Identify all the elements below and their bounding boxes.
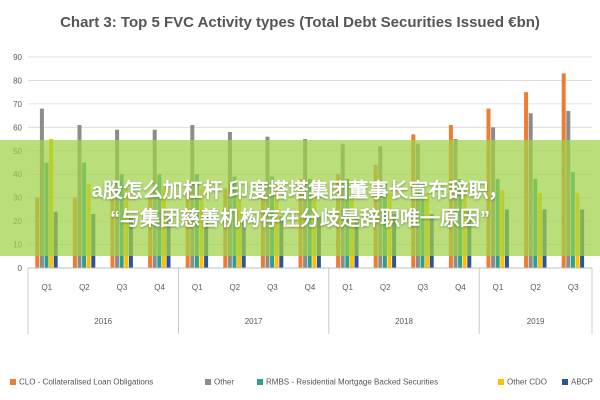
legend-item: CLO - Collateralised Loan Obligations — [10, 377, 153, 386]
y-tick-label: 0 — [18, 264, 23, 273]
legend-label: ABCP — [571, 377, 593, 387]
legend-swatch — [205, 378, 211, 385]
x-tick-label: Q3 — [117, 283, 128, 292]
x-tick-label: Q2 — [380, 283, 391, 292]
legend-label: Other — [214, 377, 235, 387]
legend-swatch — [10, 378, 16, 385]
y-tick-label: 60 — [13, 123, 22, 132]
x-tick-label: Q3 — [417, 283, 428, 292]
x-tick-label: Q2 — [79, 283, 90, 292]
legend-item: RMBS - Residential Mortgage Backed Secur… — [257, 377, 438, 386]
y-tick-label: 80 — [13, 76, 22, 85]
headline-banner: a股怎么加杠杆 印度塔塔集团董事长宣布辞职， “与集团慈善机构存在分歧是辞职唯一… — [0, 140, 600, 256]
legend-label: Other CDO — [507, 377, 548, 387]
x-tick-label: Q2 — [229, 283, 240, 292]
x-tick-label: Q4 — [305, 283, 316, 292]
legend-item: Other — [205, 377, 234, 386]
y-tick-label: 90 — [13, 53, 22, 62]
year-label: 2017 — [245, 317, 263, 326]
chart-legend: CLO - Collateralised Loan Obligations Oth… — [10, 374, 600, 392]
y-tick-label: 70 — [13, 100, 22, 109]
chart-title: Chart 3: Top 5 FVC Activity types (Total… — [60, 14, 540, 31]
x-tick-label: Q1 — [342, 283, 353, 292]
x-tick-label: Q1 — [41, 283, 52, 292]
legend-item: ABCP — [562, 377, 593, 386]
x-tick-label: Q2 — [530, 283, 541, 292]
legend-label: RMBS - Residential Mortgage Backed Secur… — [266, 377, 439, 387]
x-tick-label: Q4 — [154, 283, 165, 292]
x-tick-label: Q1 — [192, 283, 203, 292]
x-tick-label: Q3 — [568, 283, 579, 292]
headline-line-1: a股怎么加杠杆 印度塔塔集团董事长宣布辞职， — [91, 180, 509, 202]
year-label: 2018 — [395, 317, 413, 326]
legend-swatch — [498, 378, 504, 385]
legend-swatch — [562, 378, 568, 385]
legend-swatch — [257, 378, 263, 385]
x-tick-label: Q1 — [493, 283, 504, 292]
headline-line-2: “与集团慈善机构存在分歧是辞职唯一原因” — [110, 208, 490, 230]
x-tick-label: Q4 — [455, 283, 466, 292]
year-label: 2016 — [94, 317, 112, 326]
legend-item: Other CDO — [498, 377, 547, 386]
legend-label: CLO - Collateralised Loan Obligations — [19, 377, 154, 387]
year-label: 2019 — [527, 317, 545, 326]
x-tick-label: Q3 — [267, 283, 278, 292]
